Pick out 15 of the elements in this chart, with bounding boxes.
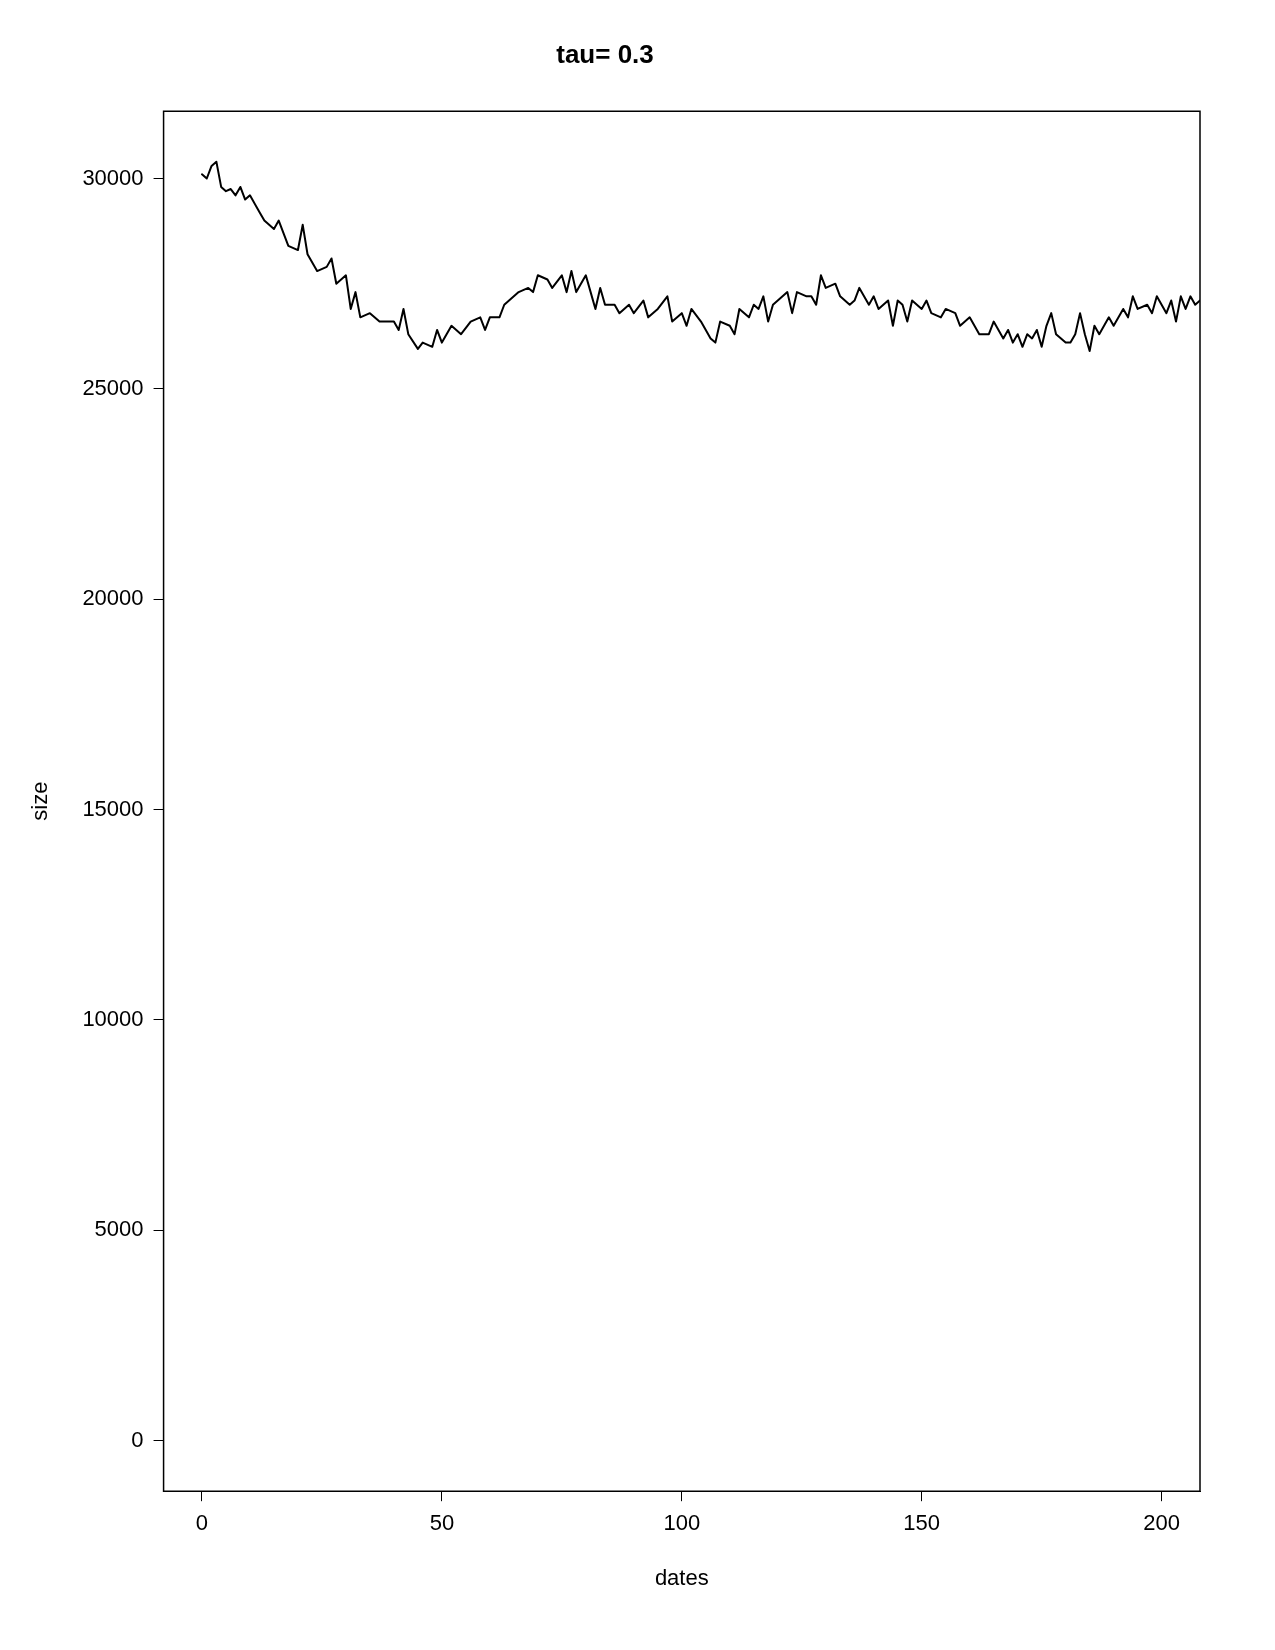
y-axis-title: size: [27, 781, 53, 821]
y-tick-label: 10000: [82, 1006, 144, 1032]
y-tick-label: 15000: [82, 795, 144, 821]
x-tick-label: 100: [663, 1510, 701, 1536]
x-tick-label: 200: [1143, 1510, 1180, 1536]
y-tick-label: 25000: [82, 374, 144, 400]
y-tick-label: 0: [131, 1426, 144, 1452]
y-tick-label: 20000: [82, 585, 144, 611]
chart-title: tau= 0.3: [556, 38, 654, 69]
x-tick-label: 50: [429, 1510, 455, 1536]
x-axis-title: dates: [654, 1564, 709, 1590]
x-tick-label: 0: [195, 1510, 209, 1536]
y-tick-label: 5000: [94, 1216, 144, 1242]
x-tick-label: 150: [903, 1510, 941, 1536]
y-tick-label: 30000: [82, 164, 144, 190]
